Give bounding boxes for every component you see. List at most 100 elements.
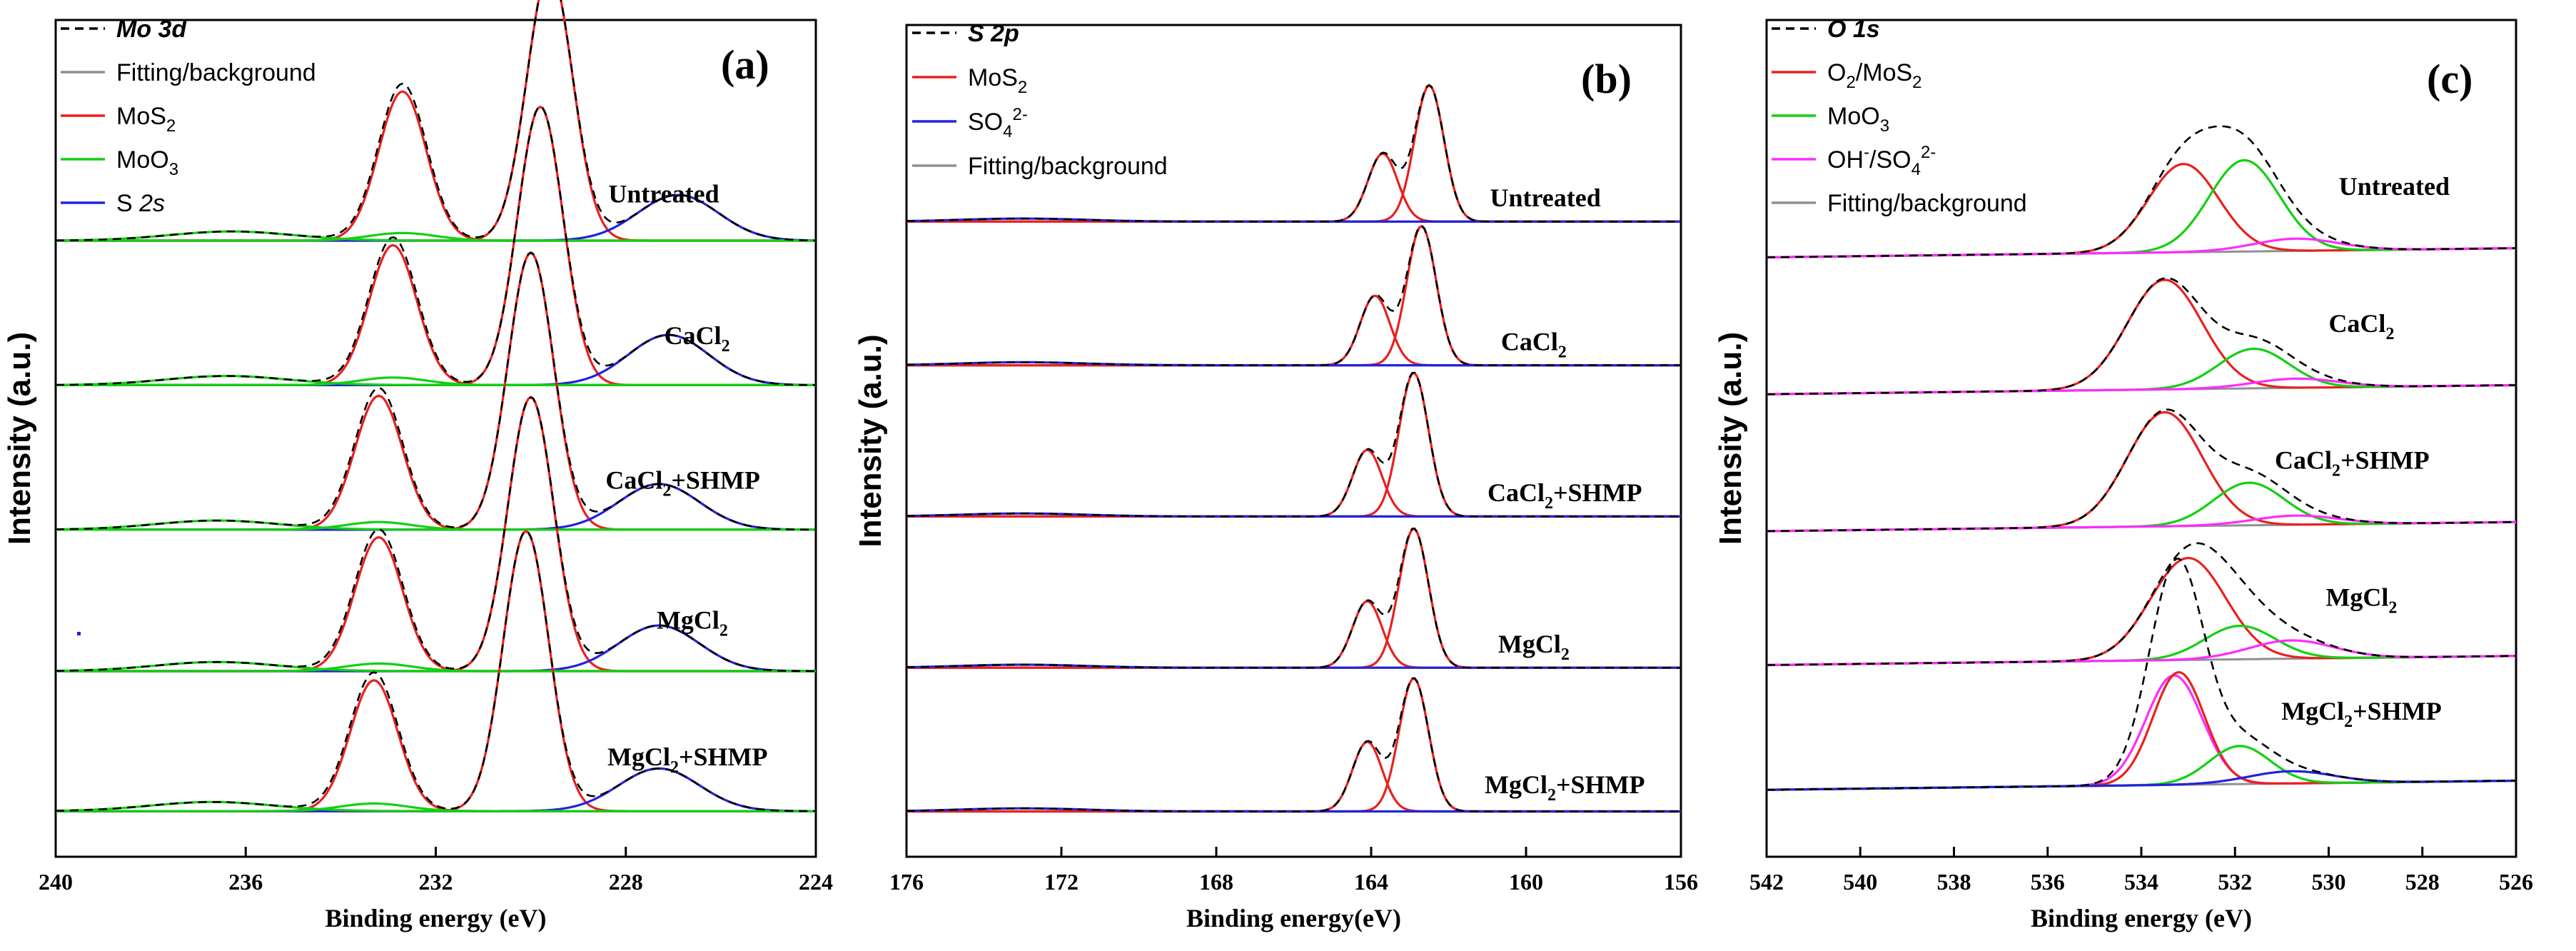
x-tick-label: 542 [1749, 869, 1784, 895]
legend-label: MoS2 [968, 64, 1027, 97]
panel-label: (c) [2427, 56, 2473, 102]
green-component-peak [56, 520, 816, 531]
legend-item: MoS2 [61, 103, 176, 136]
legend-item: Fitting/background [1772, 190, 2027, 217]
legend-label: MoO3 [116, 146, 178, 179]
legend-label: Fitting/background [968, 153, 1168, 180]
spectrum-1: CaCl2 [1767, 277, 2517, 396]
text-part: MgCl [607, 743, 670, 771]
x-tick-label: 240 [39, 869, 73, 895]
legend-item: O2/MoS2 [1772, 59, 1922, 92]
legend-item: O 1s [1772, 16, 1880, 43]
legend-item: SO42- [912, 105, 1028, 141]
blue-component-peak [1767, 770, 2516, 791]
green-component-peak [56, 802, 816, 812]
sample-label: Untreated [608, 180, 719, 208]
text-part: +SHMP [679, 743, 768, 771]
text-part: 2 [2388, 598, 2397, 617]
sample-label: CaCl2+SHMP [605, 466, 760, 500]
spectrum-4: MgCl2+SHMP [906, 677, 1681, 813]
sample-label: CaCl2+SHMP [1487, 478, 1642, 513]
sample-label: MgCl2 [1498, 630, 1570, 664]
text-part: 2 [1547, 786, 1556, 805]
spectrum-1: CaCl2 [56, 105, 816, 386]
x-tick-label: 538 [1937, 869, 1971, 895]
legend-label: Mo 3d [116, 16, 187, 43]
legend-label: Fitting/background [116, 59, 316, 86]
sample-label: MgCl2+SHMP [607, 743, 768, 777]
sample-label: MgCl2+SHMP [2281, 697, 2442, 731]
text-part: +SHMP [2340, 446, 2430, 475]
sample-label: Untreated [2339, 172, 2450, 201]
sample-label: CaCl2+SHMP [2275, 446, 2430, 480]
spectrum-3: MgCl2 [906, 527, 1681, 669]
envelope-curve [1767, 558, 2516, 791]
text-part: +SHMP [1553, 478, 1642, 507]
text-part: +SHMP [671, 466, 760, 494]
text-part: OH [1827, 146, 1864, 173]
text-part: 4 [1003, 122, 1012, 141]
text-part: 2 [1846, 73, 1855, 92]
legend-item: Fitting/background [61, 59, 316, 86]
text-part: 2 [1912, 73, 1921, 92]
envelope-curve [906, 84, 1681, 223]
text-part: O [1827, 59, 1846, 86]
text-part: /MoS [1856, 59, 1912, 86]
envelope-curve [906, 224, 1681, 366]
text-part: CaCl [2275, 446, 2332, 475]
text-part: MgCl [1485, 770, 1547, 799]
text-part: 2- [1921, 143, 1936, 162]
text-part: 4 [1911, 160, 1921, 179]
x-tick-label: 168 [1199, 869, 1233, 895]
text-part: CaCl [2328, 309, 2385, 338]
sample-label: MgCl2+SHMP [1485, 770, 1645, 805]
x-tick-label: 528 [2405, 869, 2440, 895]
x-axis-label: Binding energy (eV) [2031, 904, 2252, 932]
envelope-curve [1767, 277, 2517, 396]
text-part: 2 [1561, 645, 1570, 664]
text-part: 2 [166, 116, 176, 136]
sample-label: CaCl2 [665, 321, 730, 356]
x-tick-label: 534 [2124, 869, 2158, 895]
spectrum-2: CaCl2+SHMP [906, 371, 1681, 518]
x-tick-label: 164 [1354, 869, 1388, 895]
text-part: 3 [169, 160, 178, 179]
text-part: 2- [1012, 105, 1027, 124]
green-component-peak [56, 231, 816, 242]
legend-item: MoO3 [1772, 103, 1889, 136]
text-part: 2 [1018, 78, 1027, 97]
x-axis-label: Binding energy (eV) [325, 904, 547, 932]
text-part: MoS [116, 103, 166, 130]
sample-label: CaCl2 [1501, 327, 1567, 361]
text-part: 2 [2385, 325, 2394, 343]
legend-label: MoS2 [116, 103, 176, 136]
envelope-curve [56, 105, 816, 386]
sample-label: CaCl2 [2328, 309, 2394, 343]
sample-label: Untreated [1490, 183, 1600, 212]
spectrum-2: CaCl2 +SHMP [56, 251, 816, 531]
green-component-peak [56, 662, 816, 673]
x-tick-label: 536 [2031, 869, 2065, 895]
spectrum-0: Untreated [1767, 125, 2517, 258]
text-part: 2 [670, 758, 679, 777]
text-part: MoO [116, 146, 169, 173]
text-part: +SHMP [2353, 697, 2442, 725]
text-part: 2 [719, 621, 728, 640]
x-axis-label: Binding energy(eV) [1186, 904, 1401, 932]
spectrum-2: CaCl2+SHMP [1766, 408, 2516, 533]
legend-item: Fitting/background [912, 153, 1168, 180]
text-part: 3 [1880, 116, 1889, 136]
x-tick-label: 526 [2499, 869, 2533, 895]
legend-label: S 2p [968, 20, 1019, 47]
sample-label: MgCl2 [657, 605, 728, 640]
envelope-curve [906, 677, 1681, 812]
x-tick-label: 156 [1664, 869, 1698, 895]
legend-label: Fitting/background [1827, 190, 2027, 217]
spectrum-3: MgCl2 [1767, 542, 2517, 667]
panel-label: (b) [1581, 56, 1632, 102]
envelope-curve [906, 371, 1681, 518]
text-part: SO [968, 109, 1003, 136]
magenta-component-peak [1767, 377, 2517, 396]
x-tick-label: 540 [1843, 869, 1877, 895]
panel-c-o1s: 542 540 538 536 534 532 530 528 526 Binding energ… [1713, 16, 2533, 932]
